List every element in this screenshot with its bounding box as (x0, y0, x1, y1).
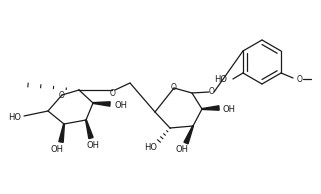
Text: OH: OH (222, 105, 236, 113)
Text: OH: OH (50, 145, 64, 153)
Text: OH: OH (176, 146, 188, 154)
Text: HO: HO (144, 144, 158, 152)
Text: O: O (209, 87, 215, 96)
Text: O: O (110, 88, 116, 98)
Polygon shape (184, 126, 193, 144)
Polygon shape (93, 102, 110, 106)
Text: O: O (59, 90, 65, 100)
Polygon shape (59, 124, 65, 142)
Polygon shape (202, 106, 219, 110)
Text: HO: HO (8, 113, 22, 121)
Text: O: O (297, 74, 303, 83)
Text: O: O (171, 82, 177, 92)
Text: HO: HO (214, 75, 228, 85)
Polygon shape (86, 120, 93, 139)
Text: OH: OH (115, 100, 127, 109)
Text: OH: OH (86, 141, 100, 151)
